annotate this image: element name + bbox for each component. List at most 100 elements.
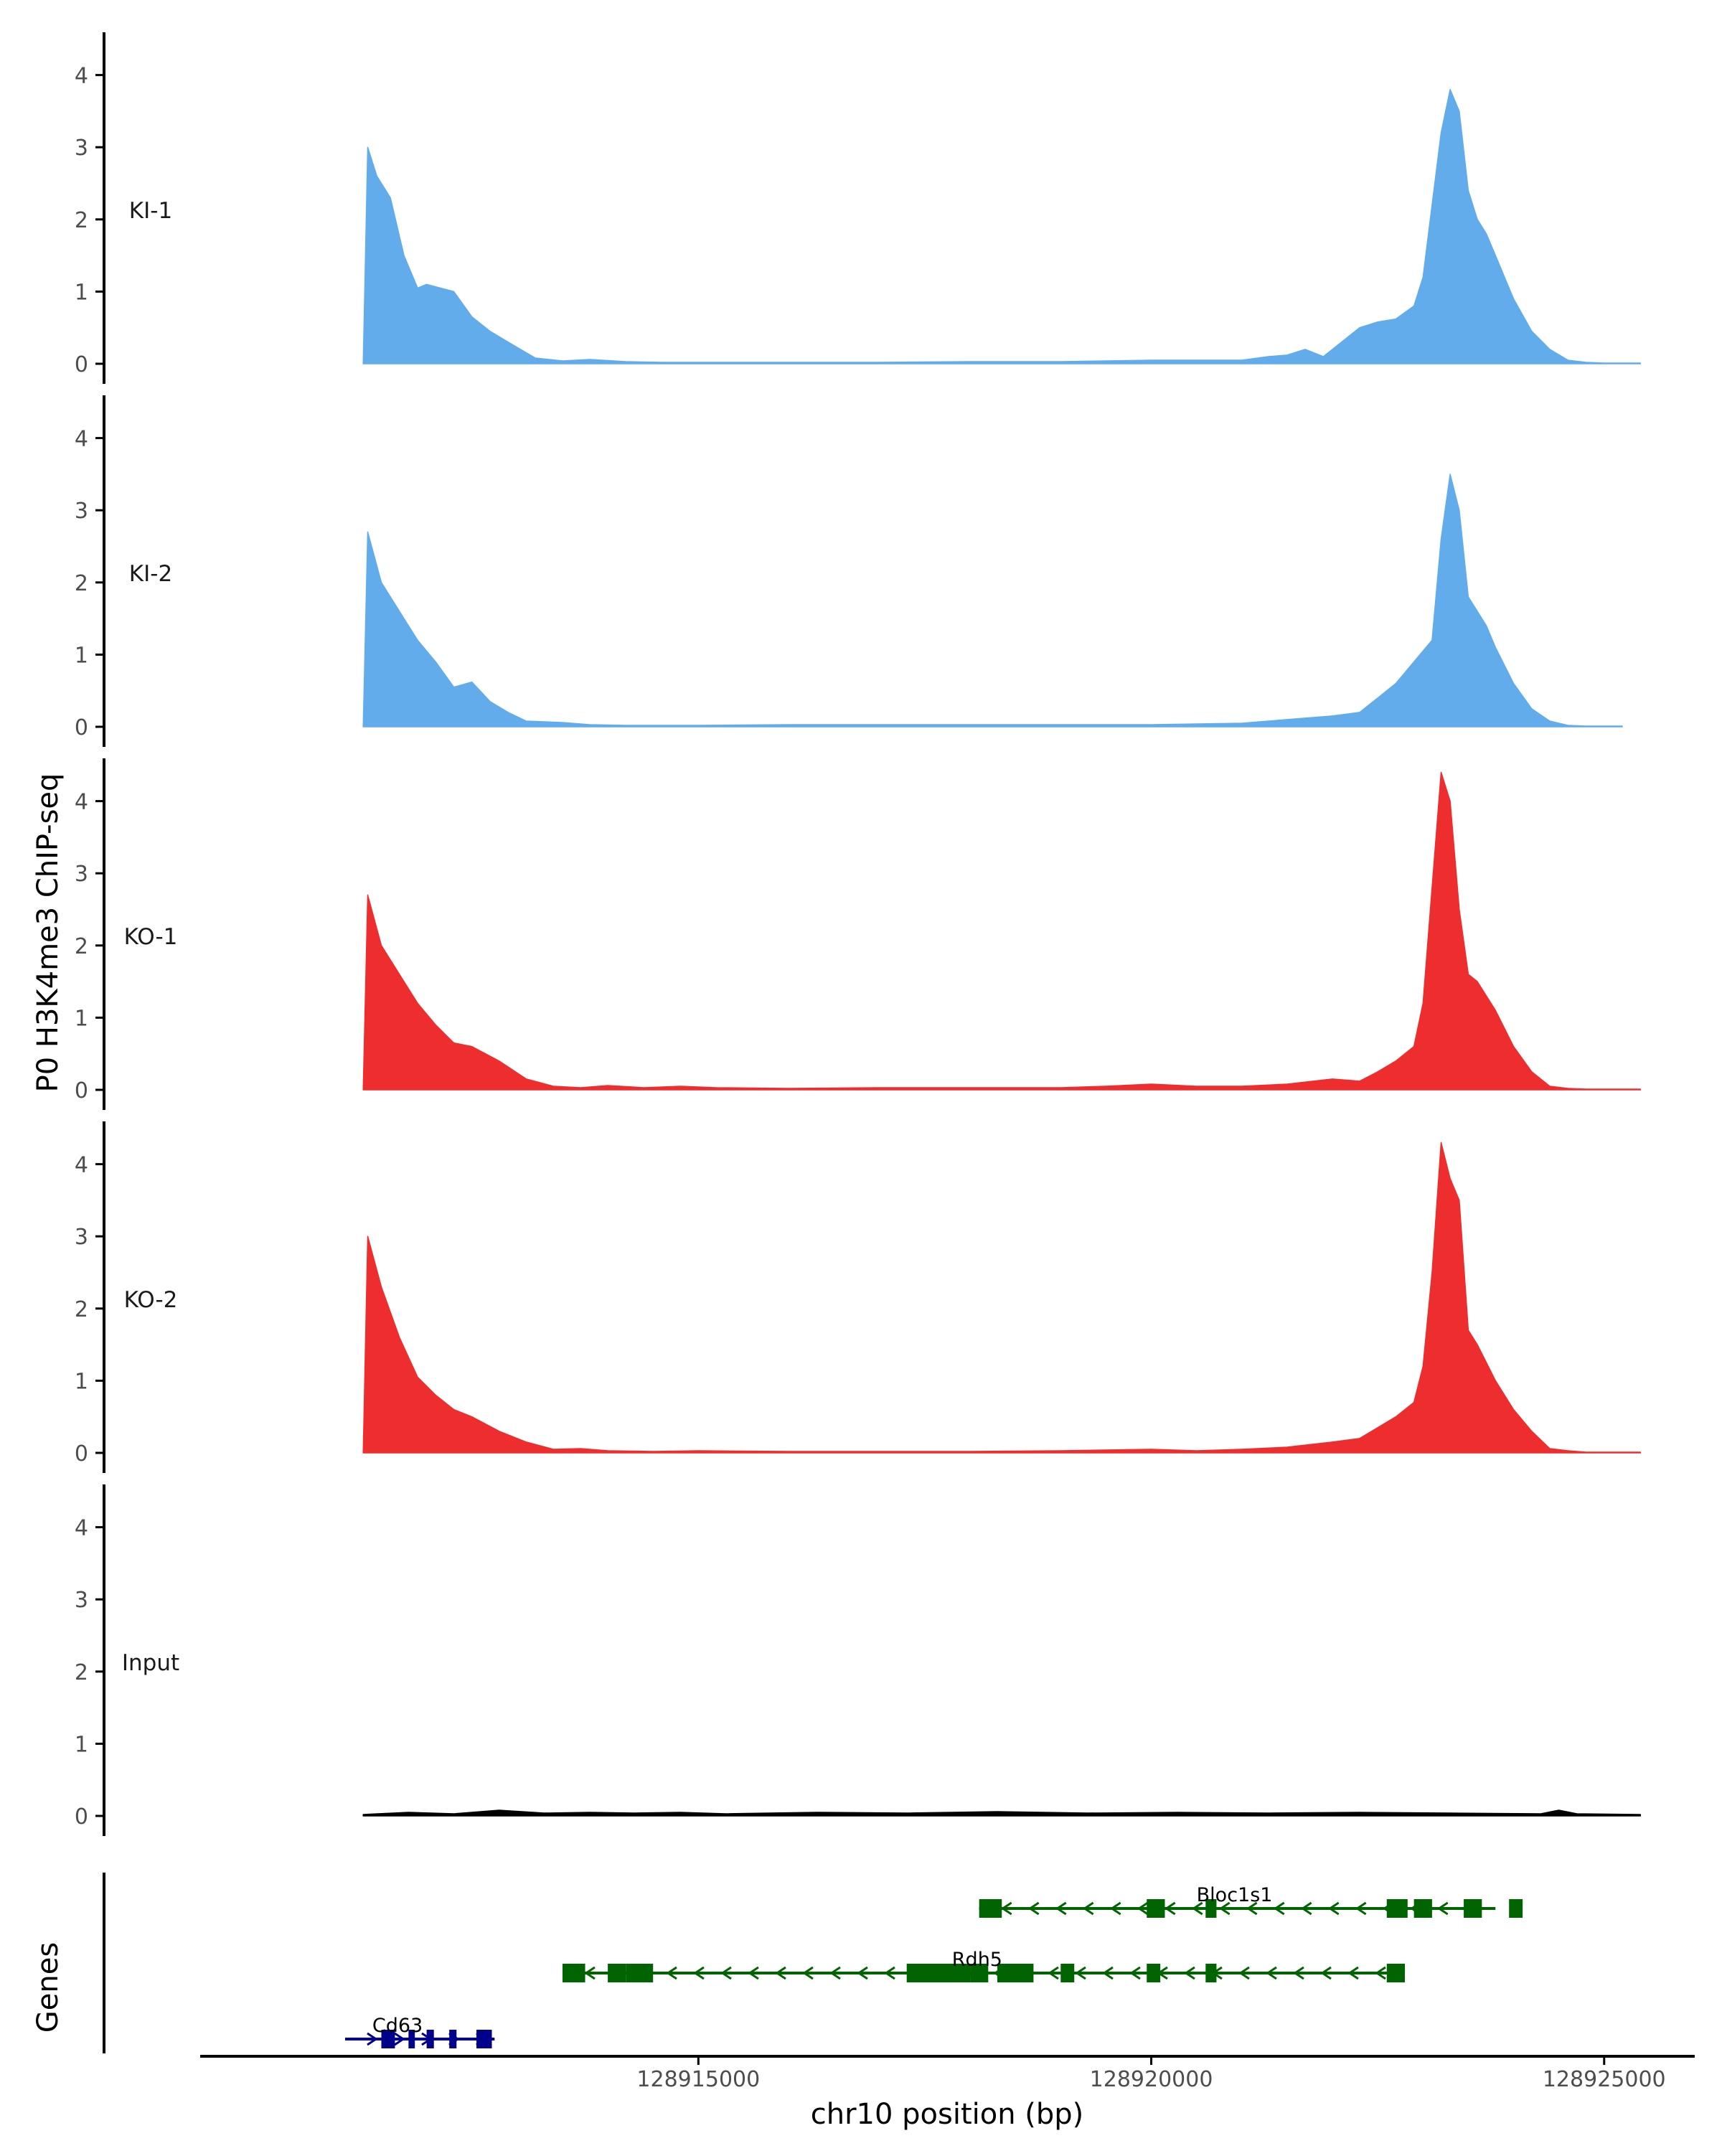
- strand-arrow: [1293, 1966, 1304, 1980]
- strand-arrow: [1320, 1966, 1332, 1980]
- track-label: Input: [122, 1650, 179, 1676]
- y-tick-label: 1: [75, 1006, 88, 1031]
- gene-exon: [476, 2030, 492, 2048]
- gene-exon: [449, 2030, 457, 2048]
- gene-exon: [381, 2030, 395, 2048]
- y-tick-label: 0: [75, 1441, 88, 1467]
- strand-arrow: [829, 1966, 841, 1980]
- y-tick-label: 4: [75, 1153, 88, 1178]
- gene-exon: [608, 1964, 626, 1982]
- strand-arrow: [1184, 1966, 1195, 1980]
- strand-arrow: [1129, 1966, 1141, 1980]
- gene-exon: [626, 1964, 654, 1982]
- coverage-area: [362, 1809, 1642, 1817]
- gene-exon: [1386, 1899, 1408, 1918]
- strand-arrow: [1137, 1901, 1149, 1916]
- y-tick-label: 3: [75, 499, 88, 524]
- strand-arrow: [802, 1966, 814, 1980]
- gene-exon: [979, 1899, 1002, 1918]
- gene-exon: [970, 1964, 989, 1982]
- genes-layer: Bloc1s1 Rdh5 Cd63: [103, 1873, 1523, 2053]
- y-tick-label: 1: [75, 643, 88, 668]
- gene-cd63: Cd63: [344, 2015, 495, 2048]
- strand-arrow: [693, 1966, 705, 1980]
- tracks-layer: 0 1 2 3 4 KI-1 0 1 2 3 4 KI-2 0 1 2 3 4 KO-1 0 1 2 3 4 KO-2 0 1 2 3…: [75, 32, 1642, 1836]
- gene-exon: [1509, 1899, 1523, 1918]
- y-tick-label: 3: [75, 862, 88, 887]
- strand-arrow: [1000, 1901, 1012, 1916]
- strand-arrow: [1164, 1901, 1176, 1916]
- y-tick-label: 0: [75, 352, 88, 377]
- coverage-area: [362, 88, 1642, 364]
- strand-arrow: [720, 1966, 732, 1980]
- strand-arrow: [1027, 1901, 1040, 1916]
- track-input: 0 1 2 3 4 Input: [75, 1484, 1642, 1836]
- strand-arrow: [1238, 1966, 1250, 1980]
- y-tick-label: 4: [75, 427, 88, 452]
- gene-exon: [906, 1964, 971, 1982]
- strand-arrow: [748, 1966, 759, 1980]
- track-ki-1: 0 1 2 3 4 KI-1: [75, 32, 1642, 384]
- strand-arrow: [1436, 1901, 1449, 1916]
- strand-arrow: [884, 1966, 895, 1980]
- y-tick-label: 4: [75, 64, 88, 89]
- gene-exon: [1205, 1964, 1217, 1982]
- y-tick-label: 4: [75, 1516, 88, 1541]
- y-tick-label: 1: [75, 1732, 88, 1757]
- track-label: KO-1: [124, 924, 178, 950]
- gene-exon: [1386, 1964, 1406, 1982]
- gene-exon: [408, 2030, 415, 2048]
- strand-arrow: [1347, 1966, 1359, 1980]
- track-label: KI-1: [129, 198, 172, 224]
- y-tick-label: 0: [75, 1804, 88, 1830]
- gene-exon: [1413, 1899, 1432, 1918]
- gene-label: Rdh5: [952, 1949, 1002, 1971]
- gene-rdh5: Rdh5: [562, 1949, 1406, 1982]
- genes-panel-title: Genes: [32, 1942, 65, 2033]
- y-tick-label: 2: [75, 571, 88, 596]
- y-tick-label: 1: [75, 1369, 88, 1394]
- x-axis-title: chr10 position (bp): [811, 2098, 1084, 2131]
- strand-arrow: [584, 1966, 596, 1980]
- strand-arrow: [1048, 1966, 1059, 1980]
- coverage-area: [362, 474, 1623, 728]
- strand-arrow: [1109, 1901, 1121, 1916]
- y-tick-label: 2: [75, 208, 88, 233]
- strand-arrow: [1327, 1901, 1340, 1916]
- track-ko-1: 0 1 2 3 4 KO-1: [75, 758, 1642, 1110]
- strand-arrow: [857, 1966, 868, 1980]
- coverage-area: [362, 771, 1642, 1091]
- y-tick-label: 2: [75, 1297, 88, 1322]
- strand-arrow: [1355, 1901, 1367, 1916]
- strand-arrow: [1246, 1901, 1258, 1916]
- x-tick-label: 128915000: [636, 2067, 760, 2092]
- y-tick-label: 3: [75, 1225, 88, 1250]
- y-tick-label: 3: [75, 136, 88, 161]
- track-label: KO-2: [124, 1287, 178, 1313]
- strand-arrow: [775, 1966, 786, 1980]
- strand-arrow: [1082, 1901, 1094, 1916]
- strand-arrow: [394, 2032, 405, 2046]
- gene-label: Bloc1s1: [1197, 1884, 1273, 1906]
- strand-arrow: [367, 2032, 378, 2046]
- y-tick-label: 0: [75, 1078, 88, 1103]
- gene-exon: [562, 1964, 585, 1982]
- gene-exon: [426, 2030, 434, 2048]
- strand-arrow: [1266, 1966, 1277, 1980]
- y-axis-title: P0 H3K4me3 ChIP-seq: [32, 773, 65, 1093]
- gene-exon: [997, 1964, 1034, 1982]
- strand-arrow: [666, 1966, 677, 1980]
- track-ki-2: 0 1 2 3 4 KI-2: [75, 395, 1623, 747]
- y-tick-label: 3: [75, 1588, 88, 1613]
- gene-exon: [1147, 1964, 1161, 1982]
- y-tick-label: 1: [75, 280, 88, 305]
- gene-exon: [1464, 1899, 1482, 1918]
- track-label: KI-2: [129, 561, 172, 587]
- y-tick-label: 4: [75, 790, 88, 815]
- y-tick-label: 2: [75, 934, 88, 959]
- strand-arrow: [1191, 1901, 1203, 1916]
- x-axis: 128915000 128920000 128925000: [200, 2055, 1695, 2092]
- strand-arrow: [1273, 1901, 1285, 1916]
